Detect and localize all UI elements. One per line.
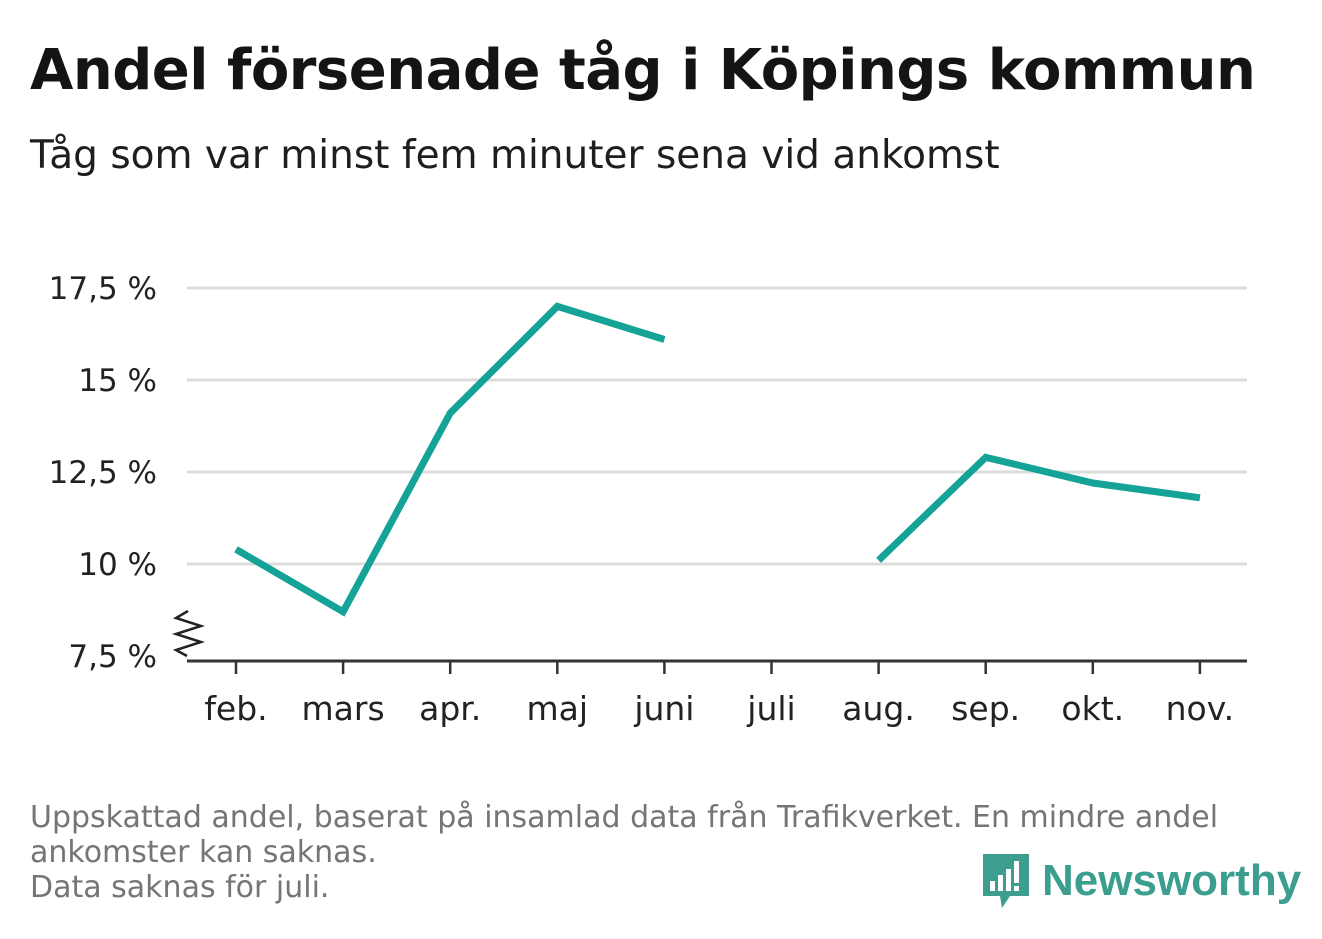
series-line-segment bbox=[876, 453, 1201, 563]
x-tick-label: nov. bbox=[1166, 689, 1235, 728]
axis-break-icon bbox=[171, 609, 206, 658]
y-tick-label: 17,5 % bbox=[49, 271, 157, 307]
footnote: Uppskattad andel, baserat på insamlad da… bbox=[30, 800, 1218, 905]
y-axis-ticks: 7,5 % 10 % 12,5 % 15 % 17,5 % bbox=[49, 271, 157, 675]
newsworthy-logo: Newsworthy bbox=[980, 850, 1301, 912]
logo-text: Newsworthy bbox=[1042, 856, 1302, 905]
x-axis: feb. mars apr. maj juni juli aug. sep. okt. nov. bbox=[171, 609, 1247, 728]
x-tick-label: okt. bbox=[1061, 689, 1124, 728]
x-tick-label: sep. bbox=[951, 689, 1020, 728]
line-chart: 7,5 % 10 % 12,5 % 15 % 17,5 % feb. mars apr. ma… bbox=[49, 271, 1247, 728]
series-lines bbox=[234, 302, 1201, 617]
x-tick-label: feb. bbox=[204, 689, 267, 728]
y-tick-label: 10 % bbox=[78, 547, 157, 583]
x-tick-label: maj bbox=[527, 689, 589, 728]
y-tick-label: 15 % bbox=[78, 363, 157, 399]
x-tick-label: juni bbox=[633, 689, 694, 728]
footnote-line-3: Data saknas för juli. bbox=[30, 870, 330, 905]
x-tick-label: mars bbox=[302, 689, 385, 728]
series-line-segment bbox=[234, 302, 666, 617]
bar-chart-speech-bubble-icon bbox=[983, 854, 1029, 908]
x-tick-label: juli bbox=[746, 689, 795, 728]
x-tick-label: apr. bbox=[419, 689, 481, 728]
chart-title: Andel försenade tåg i Köpings kommun bbox=[30, 38, 1256, 103]
y-tick-label: 12,5 % bbox=[49, 455, 157, 491]
y-tick-label: 7,5 % bbox=[68, 639, 157, 675]
gridlines bbox=[187, 286, 1247, 566]
chart-subtitle: Tåg som var minst fem minuter sena vid a… bbox=[30, 133, 1000, 178]
footnote-line-2: ankomster kan saknas. bbox=[30, 835, 377, 870]
x-tick-label: aug. bbox=[842, 689, 915, 728]
footnote-line-1: Uppskattad andel, baserat på insamlad da… bbox=[30, 800, 1219, 835]
